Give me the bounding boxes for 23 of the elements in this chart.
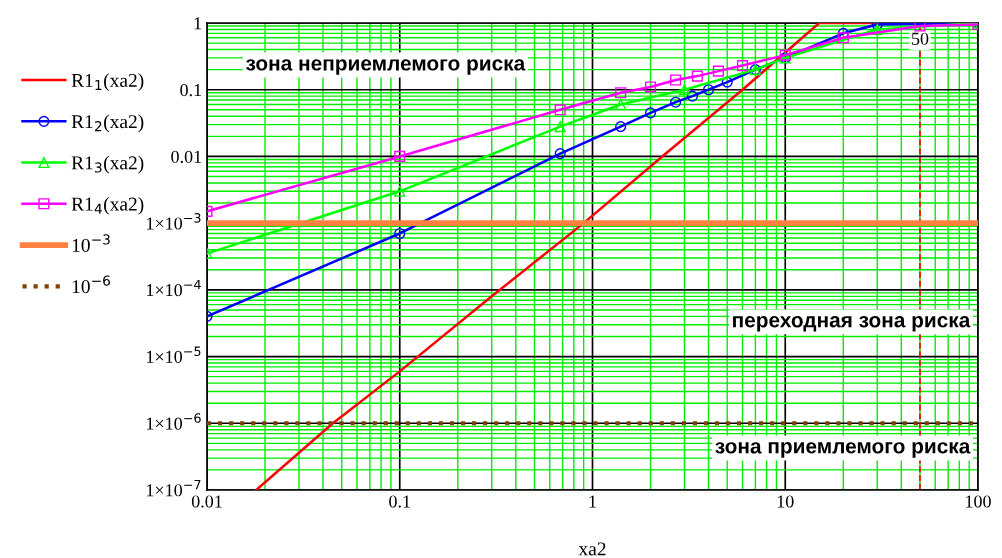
legend-label: R1$_{4}$(xa2)	[71, 196, 144, 215]
x-tick-label: 0.1	[389, 495, 410, 508]
y-tick-label: 1×10$^{−3}$	[147, 213, 201, 230]
annotation: зона приемлемого риска	[715, 442, 971, 458]
legend-label: 10$^{−3}$	[72, 234, 110, 252]
legend-label: R1$_{3}$(xa2)	[71, 155, 144, 174]
y-tick-label: 1	[194, 17, 202, 30]
legend-label: R1$_{1}$(xa2)	[71, 73, 144, 91]
legend-label: R1$_{2}$(xa2)	[71, 114, 144, 133]
ref-line-label: 50	[912, 32, 929, 45]
annotation: зона неприемлемого риска	[246, 59, 526, 75]
x-tick-label: 0.01	[191, 495, 222, 508]
x-axis-title: xa2	[578, 542, 606, 556]
y-tick-label: 0.1	[180, 83, 202, 97]
x-tick-label: 10	[777, 495, 794, 508]
y-tick-label: 1×10$^{−4}$	[147, 279, 201, 297]
annotation: переходная зона риска	[733, 316, 971, 332]
x-tick-label: 1	[589, 495, 596, 508]
y-tick-label: 0.01	[171, 150, 202, 163]
y-tick-label: 1×10$^{−5}$	[147, 346, 201, 363]
legend-label: 10$^{−6}$	[72, 275, 110, 294]
y-tick-label: 1×10$^{−6}$	[147, 413, 201, 430]
x-tick-label: 100	[966, 495, 991, 508]
